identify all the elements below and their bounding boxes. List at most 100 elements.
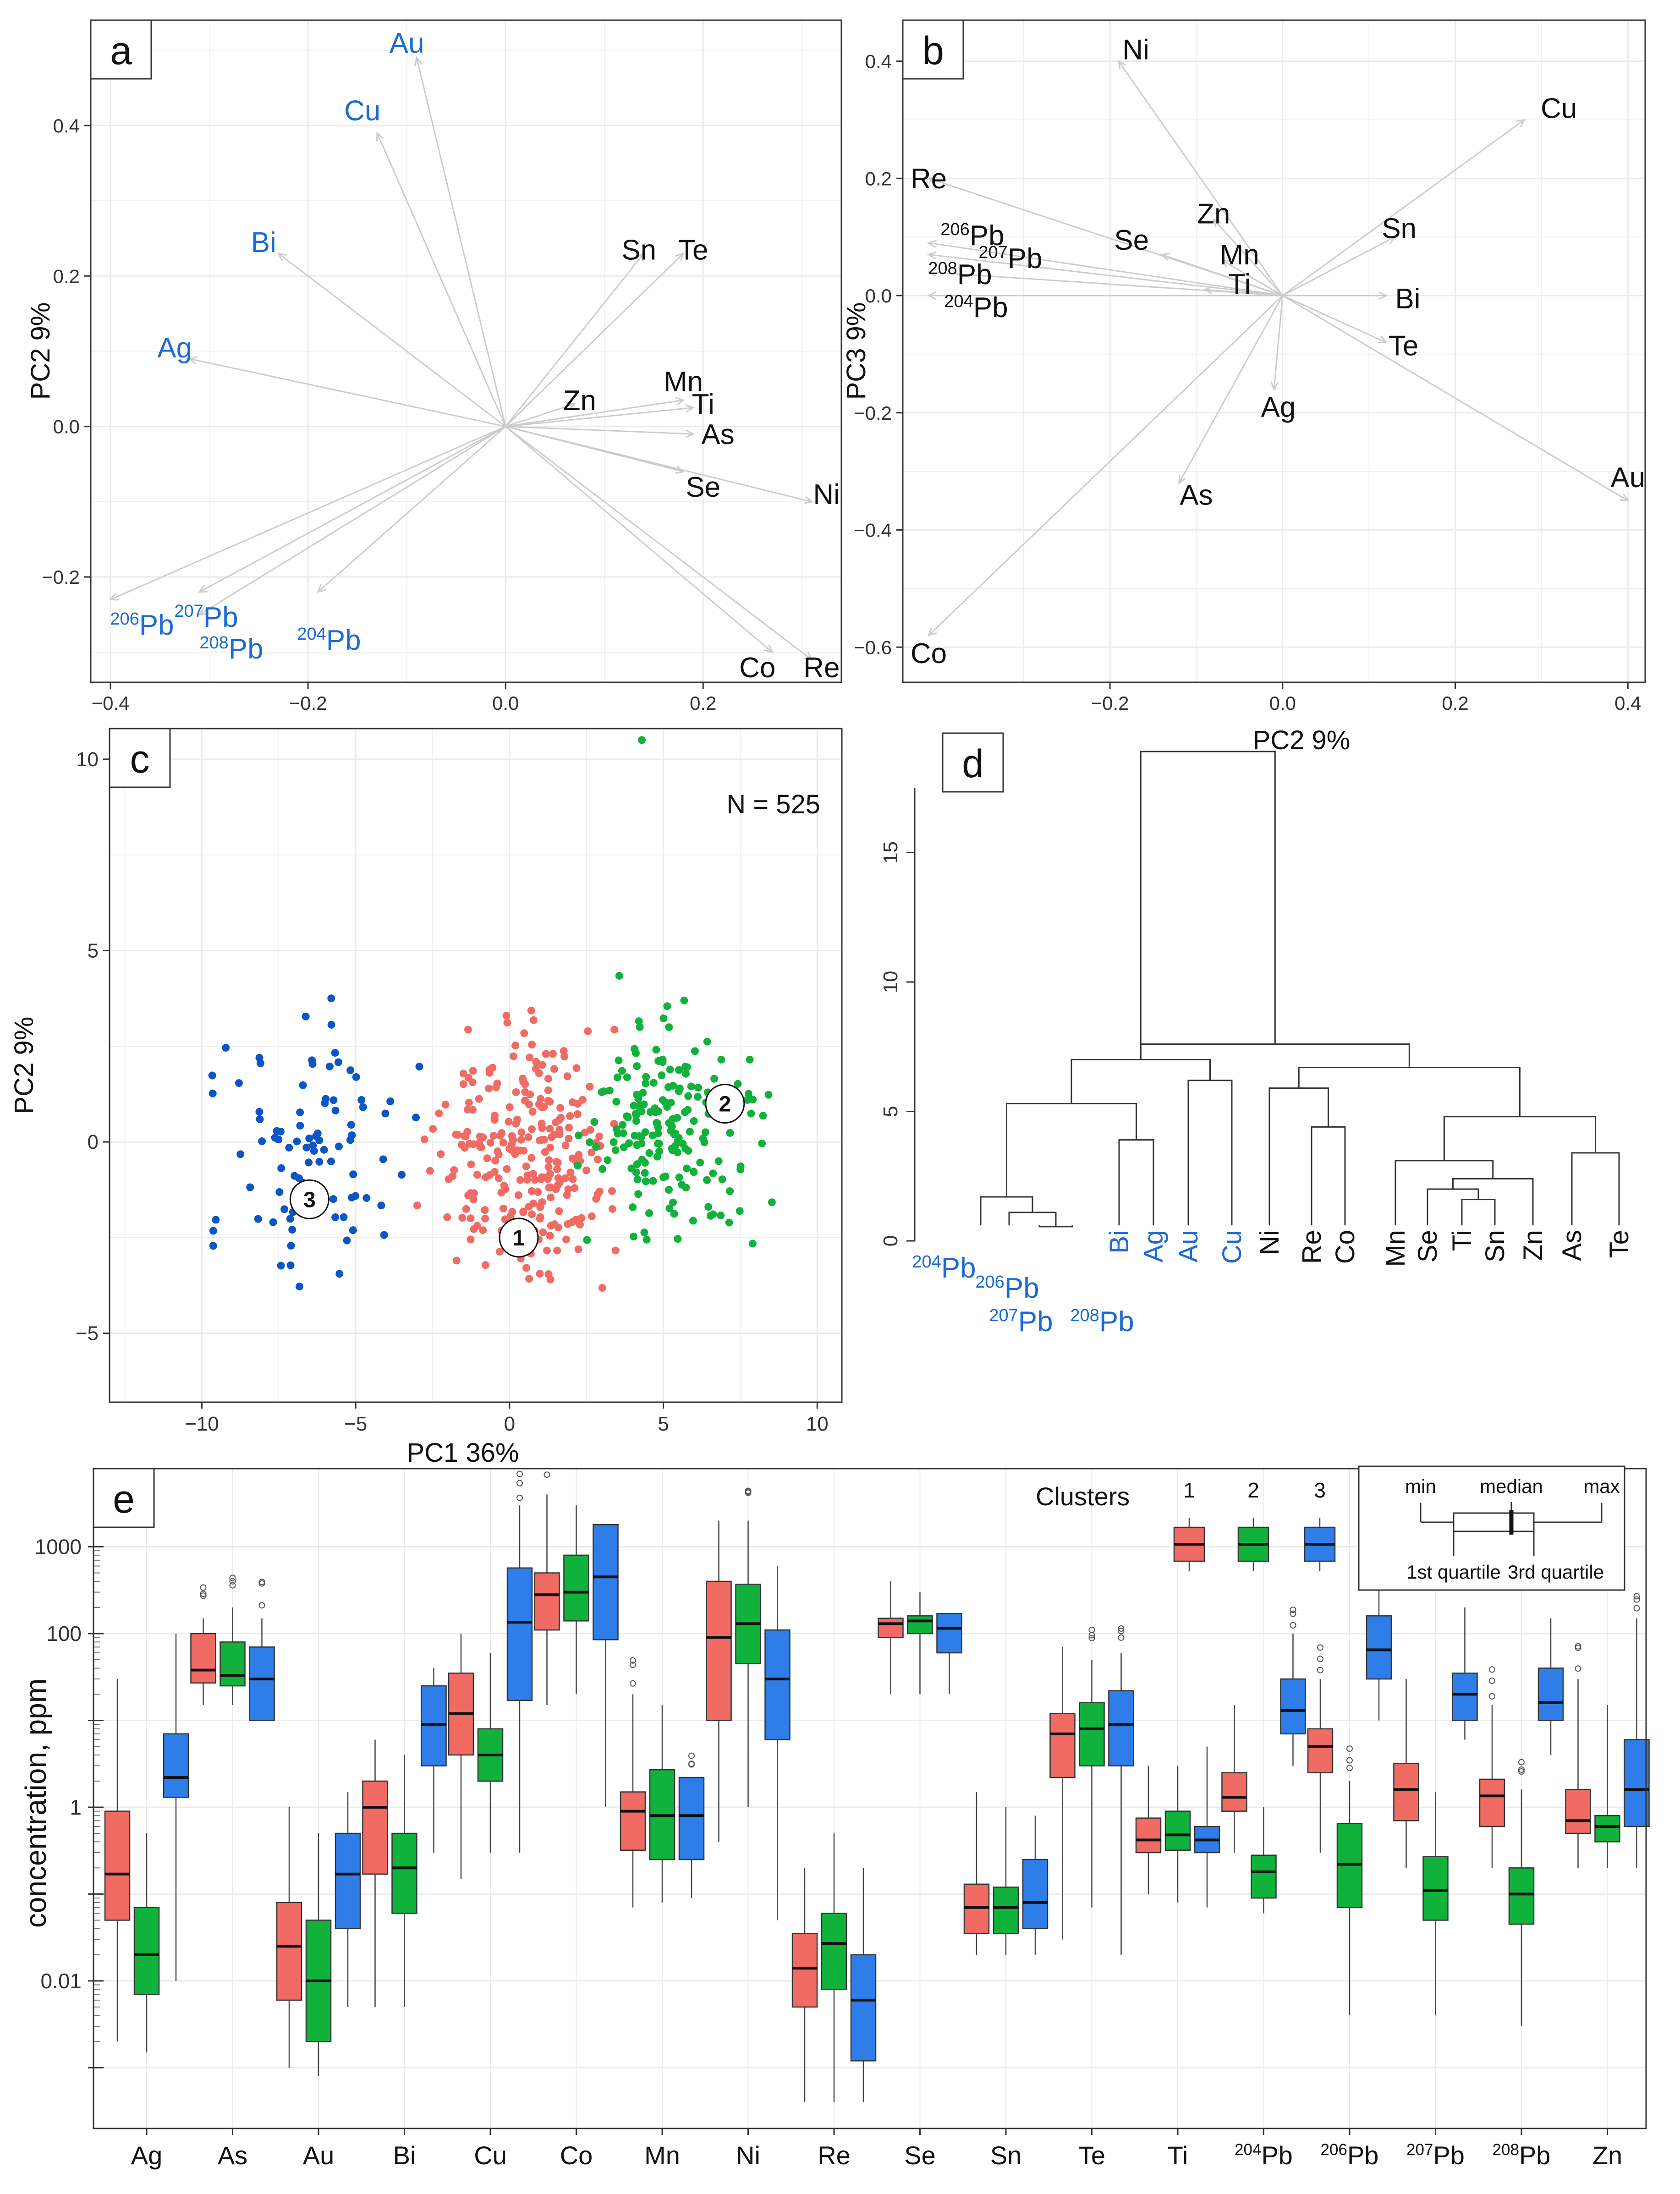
loading-label-bi: Bi [1395,283,1420,315]
scatter-point-cluster-1 [505,1145,514,1153]
scatter-point-cluster-3 [349,1226,357,1234]
leaf-label-bi: Bi [1104,1230,1134,1254]
scatter-point-cluster-2 [694,1093,702,1101]
x-tick-label-208pb: 208Pb [1493,2141,1551,2170]
scatter-point-cluster-3 [258,1137,266,1146]
outlier-zn-cluster-3 [1633,1593,1640,1600]
scatter-point-cluster-1 [563,1072,571,1081]
scatter-point-cluster-1 [584,1027,592,1035]
scatter-point-cluster-2 [619,1129,627,1137]
scatter-point-cluster-1 [555,1125,564,1134]
loading-label-208pb: 208Pb [928,259,992,291]
scatter-point-cluster-3 [362,1194,371,1202]
outlier-cu-cluster-3 [516,1470,523,1477]
scatter-point-cluster-1 [587,1212,596,1220]
scatter-point-cluster-1 [465,1098,473,1107]
scatter-point-cluster-1 [595,1132,604,1141]
scatter-point-cluster-1 [544,1097,552,1105]
scatter-point-cluster-1 [593,1190,602,1199]
scatter-point-cluster-1 [574,1245,582,1253]
scatter-point-cluster-2 [686,1128,694,1136]
outlier-204pb-cluster-3 [1290,1622,1296,1629]
panel-c-y-tick-labels: −5 0 5 10 [76,748,110,1345]
scatter-point-cluster-1 [528,1041,536,1049]
scatter-point-cluster-2 [689,1217,697,1225]
scatter-point-cluster-2 [764,1091,773,1099]
loading-arrowhead-207pb [927,251,937,260]
scatter-point-cluster-1 [441,1101,450,1109]
scatter-point-cluster-3 [287,1241,295,1250]
scatter-point-cluster-1 [489,1132,498,1140]
x-tick-label-206pb: 206Pb [1321,2141,1379,2170]
loading-arrowhead-207pb [198,585,208,593]
scatter-point-cluster-1 [527,1187,536,1195]
outlier-208pb-cluster-2 [1518,1759,1525,1766]
scatter-point-cluster-2 [675,1066,683,1074]
scatter-point-cluster-3 [286,1261,295,1269]
scatter-point-cluster-1 [536,1214,544,1223]
scatter-point-cluster-2 [645,1209,653,1217]
scatter-point-cluster-3 [271,1134,279,1142]
scatter-point-cluster-1 [464,1026,472,1034]
loading-label-au: Au [1610,462,1645,494]
scatter-point-cluster-1 [473,1171,481,1179]
leaf-label-au: Au [1174,1230,1203,1262]
scatter-point-cluster-3 [296,1108,304,1117]
scatter-point-cluster-2 [667,1126,675,1135]
scatter-point-cluster-2 [736,1162,745,1170]
outlier-cu-cluster-3 [516,1494,523,1501]
scatter-point-cluster-1 [549,1050,557,1058]
scatter-point-cluster-1 [529,1199,538,1207]
loading-arrow-208pb [928,271,1283,296]
scatter-point-cluster-2 [710,1075,719,1083]
scatter-point-cluster-3 [299,1081,307,1089]
loading-arrowhead-cu [1516,119,1526,127]
scatter-point-cluster-3 [379,1155,387,1163]
panel-c-y-axis-label: PC2 9% [9,1017,39,1114]
scatter-point-cluster-1 [494,1174,503,1182]
x-tick-label: −0.2 [1091,692,1129,714]
outlier-te-cluster-3 [1118,1625,1125,1632]
scatter-point-cluster-3 [277,1164,285,1172]
scatter-point-cluster-2 [633,1175,642,1184]
loading-label-te: Te [1389,330,1418,362]
loading-label-re: Re [911,163,947,195]
scatter-point-cluster-1 [479,1133,487,1141]
scatter-point-cluster-3 [340,1213,348,1221]
scatter-point-cluster-2 [611,1146,620,1154]
scatter-point-cluster-2 [624,1113,632,1122]
scatter-point-cluster-1 [529,1016,538,1024]
loading-arrow-re [505,426,813,660]
loading-arrowhead-ni [1117,60,1126,70]
box-204pb-cluster-1 [1221,1772,1247,1812]
scatter-point-cluster-2 [680,996,688,1004]
loading-arrow-206pb [928,242,1283,296]
scatter-point-cluster-1 [564,1185,572,1193]
scatter-point-cluster-1 [467,1160,475,1168]
scatter-point-cluster-1 [528,1210,536,1218]
loading-arrowhead-re [927,176,937,185]
scatter-point-cluster-2 [600,1087,608,1096]
x-tick-label-bi: Bi [393,2141,416,2170]
scatter-point-cluster-1 [546,1143,555,1152]
scatter-point-cluster-1 [572,1064,581,1072]
scatter-point-cluster-1 [475,1095,483,1103]
panel-e-y-axis-label: concentration, ppm [19,1678,52,1928]
scatter-point-cluster-2 [642,1235,651,1244]
loading-arrow-as [1178,295,1284,483]
scatter-point-cluster-1 [556,1178,564,1186]
scatter-point-cluster-1 [566,1112,574,1120]
loading-arrow-co [928,295,1283,636]
scatter-point-cluster-1 [561,1174,570,1182]
scatter-point-cluster-2 [687,1082,695,1091]
scatter-point-cluster-1 [503,1165,511,1173]
scatter-point-cluster-3 [235,1079,243,1087]
scatter-point-cluster-2 [634,1094,642,1102]
loading-label-bi: Bi [251,227,276,258]
x-tick-label: 0.4 [1614,692,1641,714]
boxplot-key: min median max 1st quartile 3rd quartile [1358,1465,1625,1591]
scatter-point-cluster-2 [653,1140,662,1148]
scatter-point-cluster-2 [583,1236,591,1244]
scatter-point-cluster-1 [546,1124,554,1133]
